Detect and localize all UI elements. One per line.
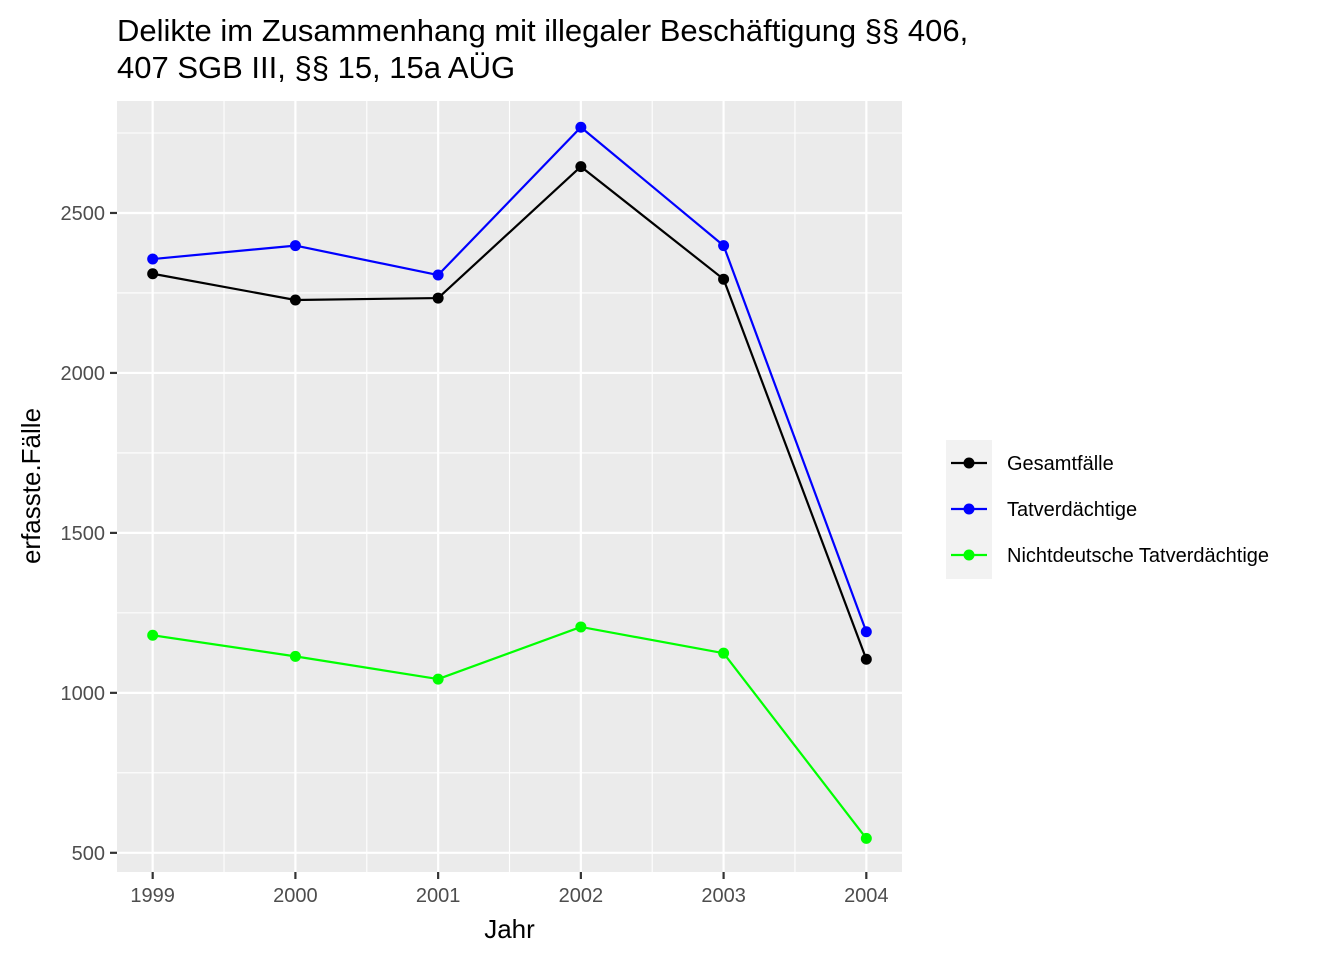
chart-title: Delikte im Zusammenhang mit illegaler Be…: [117, 13, 968, 85]
data-point: [860, 626, 872, 638]
data-point: [575, 621, 587, 633]
axis-ticks: [110, 211, 868, 879]
data-point: [147, 268, 159, 280]
data-point: [860, 653, 872, 665]
series-lines: [152, 126, 868, 840]
legend-key-point: [963, 503, 975, 515]
y-tick-label: 500: [72, 843, 105, 865]
legend-label: Nichtdeutsche Tatverdächtige: [1007, 545, 1269, 567]
legend-label: Gesamtfälle: [1007, 453, 1114, 475]
data-point: [289, 294, 301, 306]
x-tick-label: 1999: [130, 885, 175, 907]
data-point: [147, 253, 159, 265]
y-tick-label: 1500: [61, 523, 106, 545]
data-point: [718, 240, 730, 252]
data-point: [718, 273, 730, 285]
series-points: [147, 121, 872, 844]
legend: Gesamtfälle Tatverdächtige Nichtdeutsche T…: [946, 440, 1269, 579]
data-point: [860, 832, 872, 844]
data-point: [289, 240, 301, 252]
data-point: [289, 650, 301, 662]
x-tick-label: 2002: [559, 885, 604, 907]
data-point: [432, 673, 444, 685]
data-point: [718, 647, 730, 659]
y-axis-tick-labels: 500 1000 1500 2000 2500: [61, 203, 106, 865]
y-tick-label: 2000: [61, 363, 106, 385]
legend-key-point: [963, 549, 975, 561]
series-line-3: [152, 625, 868, 840]
chart-title-line-1: Delikte im Zusammenhang mit illegaler Be…: [117, 13, 968, 48]
x-tick-label: 2004: [844, 885, 889, 907]
data-point: [432, 269, 444, 281]
x-axis-title: Jahr: [484, 914, 535, 944]
legend-key-point: [963, 457, 975, 469]
x-tick-label: 2000: [273, 885, 318, 907]
y-tick-label: 1000: [61, 683, 106, 705]
data-point: [575, 121, 587, 133]
data-point: [432, 292, 444, 304]
x-tick-label: 2001: [416, 885, 461, 907]
data-point: [147, 629, 159, 641]
y-tick-label: 2500: [61, 203, 106, 225]
legend-label: Tatverdächtige: [1007, 499, 1137, 521]
x-tick-label: 2003: [701, 885, 746, 907]
y-axis-title: erfasste.Fälle: [16, 408, 46, 564]
minor-gridlines: [117, 101, 902, 872]
series-line-1: [152, 165, 868, 660]
data-point: [575, 161, 587, 173]
series-line-2: [152, 126, 868, 633]
x-axis-tick-labels: 1999 2000 2001 2002 2003 2004: [130, 885, 888, 907]
chart-title-line-2: 407 SGB III, §§ 15, 15a AÜG: [117, 50, 515, 85]
